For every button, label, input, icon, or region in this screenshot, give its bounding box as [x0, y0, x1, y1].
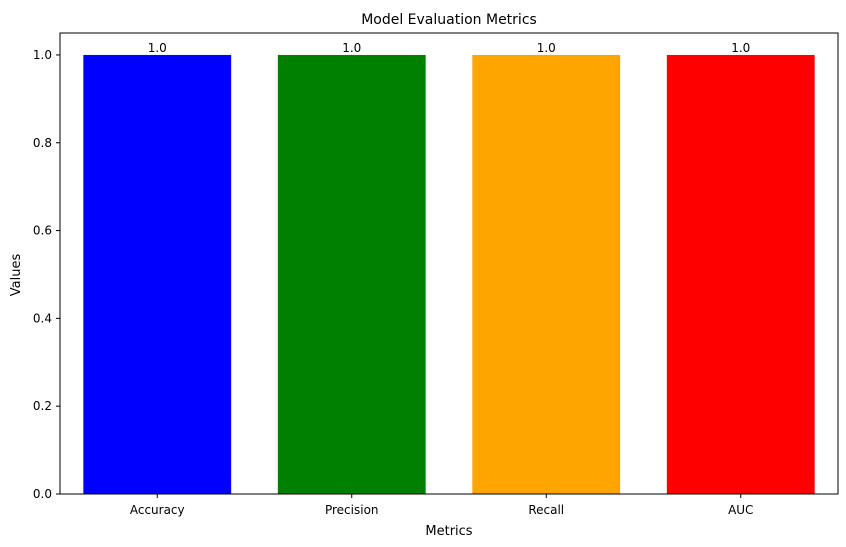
bar-precision: [277, 54, 426, 494]
bars-layer: [83, 54, 815, 494]
y-tick-label: 1.0: [33, 48, 52, 62]
y-tick-label: 0.4: [33, 311, 52, 325]
y-axis-label: Values: [9, 254, 24, 297]
bar-auc: [666, 54, 815, 494]
value-label-auc: 1.0: [731, 41, 750, 55]
x-axis: Accuracy Precision Recall AUC: [130, 494, 753, 517]
x-axis-label: Metrics: [425, 524, 472, 539]
x-tick-label-auc: AUC: [728, 503, 753, 517]
plot-frame: [59, 32, 839, 495]
x-tick-label-precision: Precision: [325, 503, 379, 517]
bar-accuracy: [83, 54, 232, 494]
y-tick-label: 0.2: [33, 399, 52, 413]
value-labels-layer: 1.0 1.0 1.0 1.0: [148, 41, 751, 55]
y-tick-label: 0.8: [33, 136, 52, 150]
value-label-precision: 1.0: [342, 41, 361, 55]
x-tick-label-recall: Recall: [528, 503, 564, 517]
x-tick-label-accuracy: Accuracy: [130, 503, 185, 517]
value-label-recall: 1.0: [537, 41, 556, 55]
value-label-accuracy: 1.0: [148, 41, 167, 55]
chart-title: Model Evaluation Metrics: [361, 12, 537, 28]
y-tick-label: 0.0: [33, 487, 52, 501]
bar-recall: [472, 54, 621, 494]
y-tick-label: 0.6: [33, 224, 52, 238]
y-axis: 0.0 0.2 0.4 0.6 0.8 1.0: [33, 48, 60, 501]
